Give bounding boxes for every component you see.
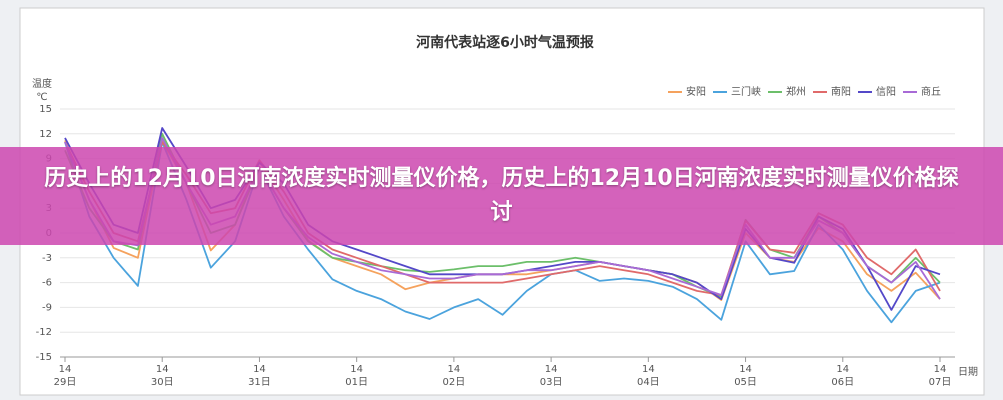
y-tick-label: 12 [39, 129, 52, 140]
x-tick-label: 14 31日 [248, 364, 271, 388]
y-axis-label: ℃ [36, 92, 47, 103]
chart-title: 河南代表站逐6小时气温预报 [416, 34, 594, 51]
x-tick-label: 14 05日 [734, 364, 757, 388]
legend-label: 商丘 [921, 85, 941, 98]
x-axis-label: 日期 [958, 366, 978, 378]
x-tick-label: 14 01日 [345, 364, 368, 388]
banner: 历史上的12月10日河南浓度实时测量仪价格，历史上的12月10日河南浓度实时测量… [0, 147, 1003, 245]
y-tick-label: -9 [42, 302, 52, 313]
legend-label: 信阳 [876, 86, 896, 98]
y-tick-label: -15 [36, 352, 52, 363]
banner-title: 历史上的12月10日河南浓度实时测量仪价格，历史上的12月10日河南浓度实时测量… [44, 166, 959, 225]
x-tick-label: 14 06日 [831, 364, 854, 388]
legend-label: 南阳 [831, 85, 851, 98]
legend-label: 安阳 [686, 85, 706, 98]
legend-label: 郑州 [786, 85, 806, 98]
y-tick-label: 15 [39, 104, 52, 115]
y-axis-label: 温度 [32, 77, 52, 90]
legend-label: 三门峡 [731, 85, 761, 98]
x-tick-label: 14 03日 [540, 364, 563, 388]
x-tick-label: 14 02日 [443, 364, 466, 388]
series-line [64, 141, 941, 324]
y-tick-label: -12 [36, 327, 52, 338]
y-tick-label: -6 [42, 278, 52, 289]
x-tick-label: 14 07日 [929, 364, 952, 388]
x-tick-label: 14 04日 [637, 364, 660, 388]
x-tick-label: 14 29日 [54, 364, 77, 388]
y-tick-label: -3 [42, 253, 52, 264]
x-tick-label: 14 30日 [151, 364, 174, 388]
